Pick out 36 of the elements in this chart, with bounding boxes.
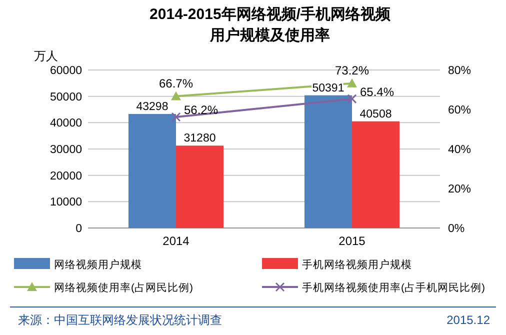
y2-tick-label: 80% [448, 65, 472, 77]
y2-tick-label: 0% [448, 223, 465, 235]
y-tick-label: 60000 [50, 65, 82, 77]
bar [176, 146, 224, 228]
data-label: 56.2% [184, 103, 218, 118]
legend-label: 网络视频用户规模 [54, 258, 142, 271]
y-tick-label: 20000 [50, 170, 82, 182]
y-tick-label: 50000 [50, 91, 82, 104]
data-label: 43298 [136, 100, 168, 113]
source-note: 来源：中国互联网络发展状况统计调查 [18, 313, 222, 327]
bar [128, 114, 176, 228]
y2-tick-label: 20% [448, 184, 472, 196]
legend-label: 手机网络视频使用率(占手机网民比例) [302, 281, 485, 294]
data-label: 31280 [184, 132, 216, 145]
y-axis-title: 万人 [34, 49, 58, 63]
bar [304, 95, 352, 228]
x-tick-label: 2014 [162, 234, 190, 248]
y-tick-label: 10000 [50, 196, 82, 209]
bar [352, 121, 400, 228]
data-label: 66.7% [158, 76, 194, 90]
data-label: 50391 [312, 82, 344, 94]
legend-label: 网络视频使用率(占网民比例) [54, 281, 193, 294]
y2-tick-label: 60% [448, 104, 472, 116]
point [171, 112, 181, 122]
chart-title: 2014-2015年网络视频/手机网络视频用户规模及使用率 [150, 6, 392, 44]
legend-label: 手机网络视频用户规模 [302, 258, 412, 271]
x-tick-label: 2015 [338, 234, 366, 248]
y-tick-label: 30000 [50, 144, 82, 156]
y2-tick-label: 40% [448, 144, 472, 156]
y-tick-label: 40000 [50, 118, 82, 130]
point [347, 94, 357, 104]
y-tick-label: 0 [76, 223, 82, 235]
data-label: 65.4% [360, 84, 394, 99]
text: 2015.12 [446, 313, 490, 327]
data-label: 73.2% [334, 63, 370, 78]
data-label: 40508 [360, 108, 392, 120]
